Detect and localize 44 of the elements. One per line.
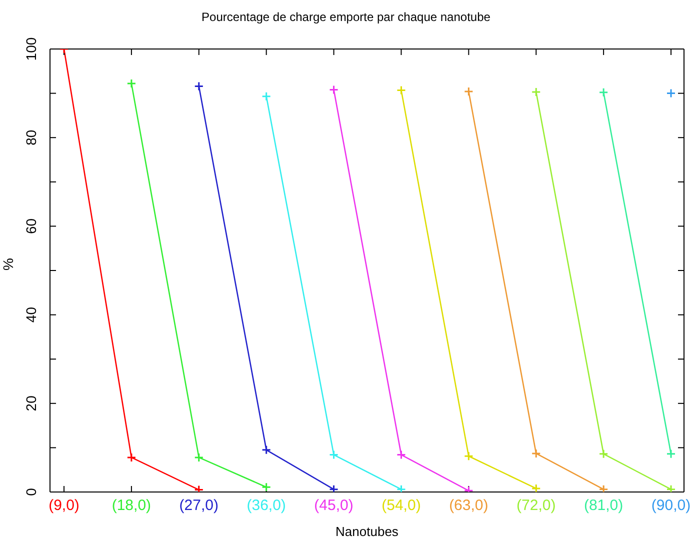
point	[396, 85, 406, 95]
y-tick-label: 20	[23, 395, 39, 412]
x-axis-title: Nanotubes	[336, 524, 399, 538]
x-tick-label: (18,0)	[112, 497, 152, 514]
point	[598, 449, 608, 459]
y-tick-label: 40	[23, 306, 39, 323]
point	[126, 452, 136, 462]
point	[598, 484, 608, 492]
x-tick-label: (36,0)	[246, 497, 286, 514]
point	[598, 88, 608, 98]
point	[329, 85, 339, 95]
x-tick-label: (63,0)	[449, 497, 488, 514]
y-tick-label: 60	[23, 218, 39, 234]
y-tick-label: 0	[23, 488, 39, 496]
point	[464, 86, 474, 96]
point	[262, 92, 272, 102]
point	[531, 87, 541, 97]
point	[194, 452, 204, 462]
point	[329, 450, 339, 460]
point	[666, 88, 676, 98]
point	[262, 445, 272, 455]
point	[396, 484, 406, 492]
chart-title: Pourcentage de charge emporte par chaque nanotube	[200, 10, 492, 24]
x-tick-label: (72,0)	[516, 497, 556, 514]
point	[666, 484, 676, 492]
point	[194, 485, 204, 492]
point	[329, 484, 339, 492]
point	[666, 449, 676, 459]
x-tick-label: (27,0)	[179, 497, 218, 514]
x-tick-label: (90,0)	[651, 497, 691, 514]
y-tick-label: 100	[23, 37, 39, 61]
point	[126, 78, 136, 88]
point	[531, 448, 541, 458]
y-tick-label: 80	[23, 130, 39, 146]
x-tick-label: (54,0)	[382, 497, 421, 514]
x-tick-label: (81,0)	[584, 497, 624, 514]
point	[531, 484, 541, 492]
x-tick-label: (9,0)	[48, 497, 80, 514]
point	[396, 450, 406, 460]
x-tick-label: (45,0)	[314, 497, 354, 514]
point	[262, 482, 272, 492]
y-axis-title: %	[0, 258, 16, 270]
point	[194, 81, 204, 91]
point	[464, 451, 474, 461]
